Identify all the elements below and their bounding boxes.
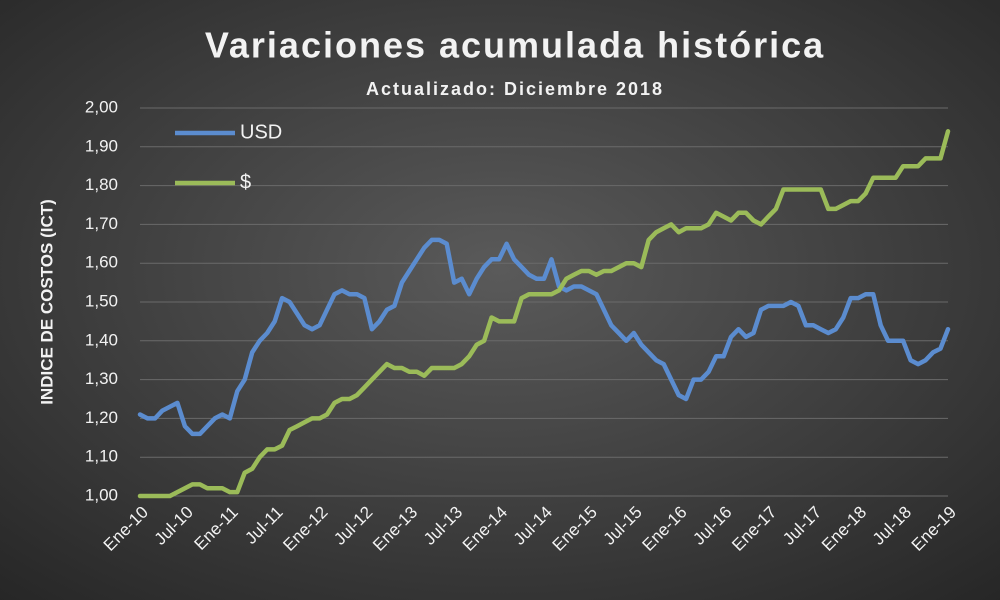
y-tick-label: 1,90 [85, 136, 118, 155]
y-tick-label: 1,40 [85, 330, 118, 349]
y-tick-label: 1,00 [85, 485, 118, 504]
y-tick-label: 1,80 [85, 175, 118, 194]
y-tick-label: 1,30 [85, 369, 118, 388]
y-tick-label: 2,00 [85, 97, 118, 116]
data-line [137, 129, 951, 499]
data-line [137, 237, 951, 437]
y-tick-label: 1,70 [85, 214, 118, 233]
y-axis-label: INDICE DE COSTOS (ICT) [37, 199, 56, 405]
y-tick-label: 1,20 [85, 408, 118, 427]
chart-title: Variaciones acumulada histórica [205, 25, 825, 66]
chart-subtitle: Actualizado: Diciembre 2018 [366, 79, 664, 99]
y-tick-label: 1,10 [85, 447, 118, 466]
legend-label: USD [240, 121, 282, 143]
legend-label: $ [240, 171, 251, 193]
y-tick-label: 1,50 [85, 291, 118, 310]
y-tick-label: 1,60 [85, 253, 118, 272]
